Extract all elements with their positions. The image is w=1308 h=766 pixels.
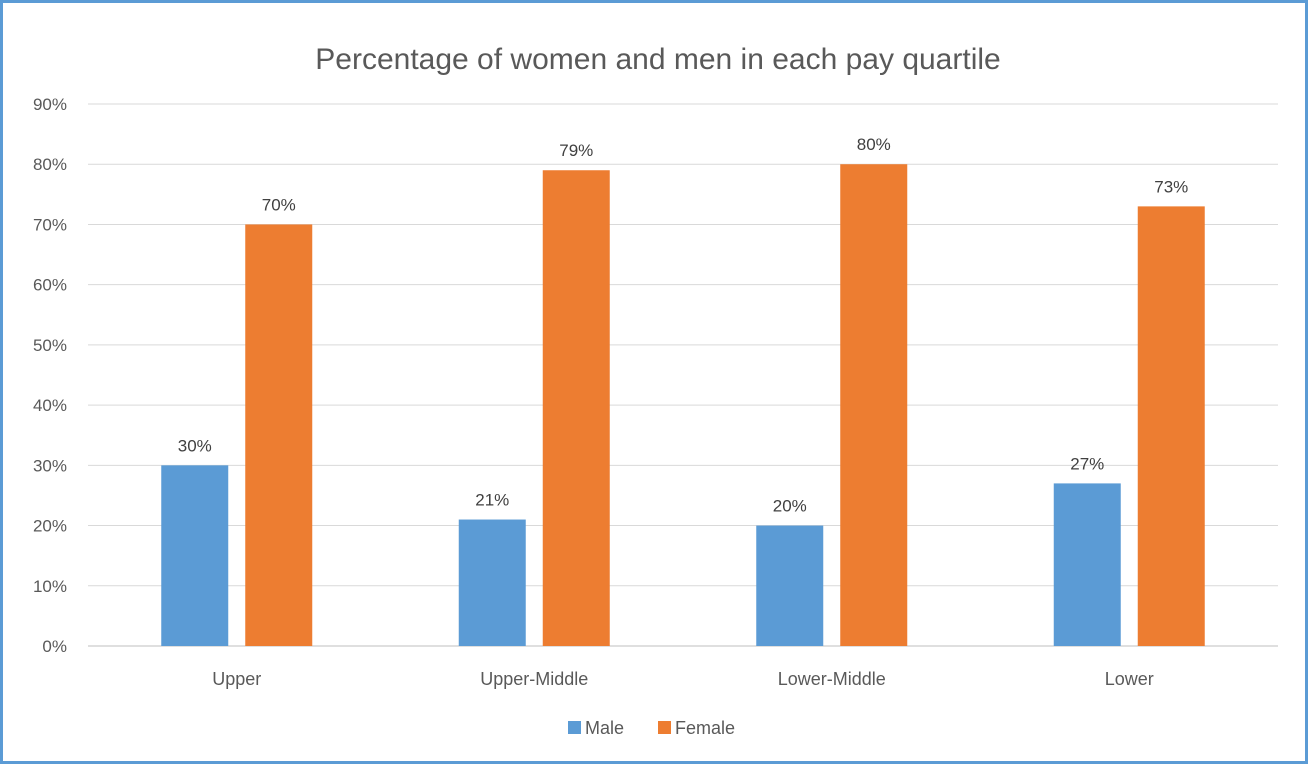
legend-label-male: Male bbox=[585, 718, 624, 738]
y-tick-label: 10% bbox=[33, 577, 67, 596]
category-label: Lower bbox=[1105, 669, 1154, 689]
legend: Male Female bbox=[568, 718, 735, 738]
data-label: 30% bbox=[178, 436, 212, 455]
bar-chart: Percentage of women and men in each pay … bbox=[33, 43, 1278, 738]
data-labels: 30% 70% 21% 79% 20% 80% 27% 73% bbox=[178, 135, 1189, 515]
category-label: Upper bbox=[212, 669, 261, 689]
data-label: 27% bbox=[1070, 454, 1104, 473]
y-axis-ticks: 0% 10% 20% 30% 40% 50% 60% 70% 80% 90% bbox=[33, 95, 67, 656]
data-label: 20% bbox=[773, 497, 807, 516]
y-tick-label: 20% bbox=[33, 517, 67, 536]
bar-female-upper bbox=[245, 224, 313, 646]
y-tick-label: 40% bbox=[33, 396, 67, 415]
legend-swatch-female bbox=[658, 721, 671, 734]
bar-male-lower bbox=[1053, 483, 1121, 646]
chart-title: Percentage of women and men in each pay … bbox=[315, 43, 1000, 76]
bar-female-lower bbox=[1137, 206, 1205, 646]
bar-female-lower-middle bbox=[840, 164, 908, 646]
legend-label-female: Female bbox=[675, 718, 735, 738]
data-label: 70% bbox=[262, 195, 296, 214]
y-tick-label: 0% bbox=[42, 637, 67, 656]
bar-female-upper-middle bbox=[542, 170, 610, 646]
data-label: 21% bbox=[475, 491, 509, 510]
bar-male-lower-middle bbox=[756, 525, 824, 646]
data-label: 73% bbox=[1154, 177, 1188, 196]
bar-male-upper bbox=[161, 465, 229, 646]
bars bbox=[161, 164, 1205, 646]
y-tick-label: 60% bbox=[33, 276, 67, 295]
y-tick-label: 30% bbox=[33, 456, 67, 475]
category-label: Upper-Middle bbox=[480, 669, 588, 689]
bar-male-upper-middle bbox=[458, 519, 526, 646]
y-tick-label: 50% bbox=[33, 336, 67, 355]
y-tick-label: 90% bbox=[33, 95, 67, 114]
data-label: 79% bbox=[559, 141, 593, 160]
y-tick-label: 80% bbox=[33, 155, 67, 174]
y-tick-label: 70% bbox=[33, 215, 67, 234]
legend-swatch-male bbox=[568, 721, 581, 734]
x-axis-categories: Upper Upper-Middle Lower-Middle Lower bbox=[212, 669, 1154, 689]
data-label: 80% bbox=[857, 135, 891, 154]
category-label: Lower-Middle bbox=[778, 669, 886, 689]
